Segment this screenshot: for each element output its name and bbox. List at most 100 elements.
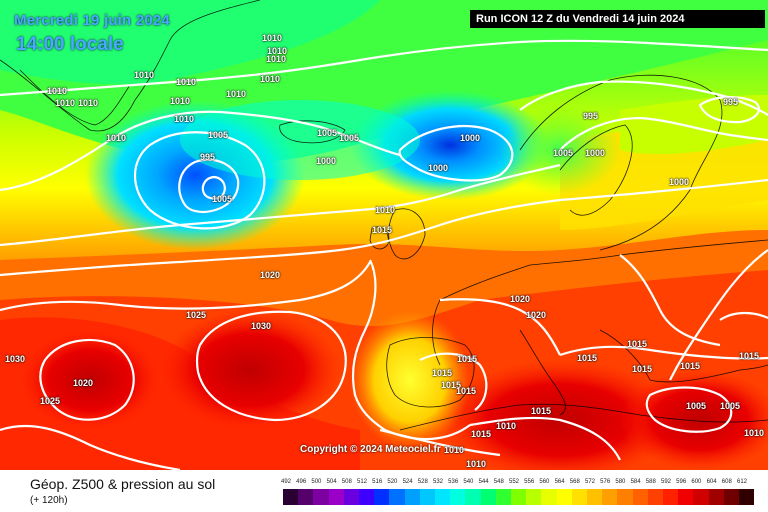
scale-tick-label: 556 bbox=[524, 479, 535, 485]
forecast-date-label: Mercredi 19 juin 2024 bbox=[14, 12, 170, 29]
isobar-pressure-label: 1005 bbox=[339, 133, 360, 143]
scale-color-swatch bbox=[541, 489, 557, 505]
isobar-pressure-label: 1015 bbox=[739, 351, 760, 361]
scale-color-swatch bbox=[343, 489, 359, 505]
isobar-pressure-label: 1000 bbox=[316, 156, 337, 166]
isobar-pressure-label: 1005 bbox=[553, 148, 574, 158]
scale-tick-label: 612 bbox=[736, 479, 747, 485]
isobar-pressure-label: 1015 bbox=[680, 361, 701, 371]
isobar-pressure-label: 1010 bbox=[260, 74, 281, 84]
isobar-pressure-label: 1010 bbox=[266, 54, 287, 64]
isobar-pressure-label: 1015 bbox=[632, 364, 653, 374]
scale-tick-label: 572 bbox=[584, 479, 595, 485]
copyright-label: Copyright © 2024 Meteociel.fr bbox=[300, 444, 441, 455]
isobar-pressure-label: 1010 bbox=[47, 86, 68, 96]
isobar-pressure-label: 1020 bbox=[260, 270, 281, 280]
isobar-pressure-label: 1010 bbox=[444, 445, 465, 455]
scale-tick-label: 596 bbox=[676, 479, 687, 485]
scale-color-swatch bbox=[511, 489, 527, 505]
scale-color-swatch bbox=[480, 489, 496, 505]
isobar-pressure-label: 1010 bbox=[55, 98, 76, 108]
scale-color-swatch bbox=[419, 489, 435, 505]
scale-color-swatch bbox=[328, 489, 344, 505]
isobar-pressure-label: 1015 bbox=[432, 368, 453, 378]
isobar-pressure-label: 1010 bbox=[106, 133, 127, 143]
scale-tick-label: 608 bbox=[721, 479, 732, 485]
isobar-pressure-label: 1015 bbox=[577, 353, 598, 363]
scale-tick-label: 512 bbox=[356, 479, 367, 485]
isobar-pressure-label: 1025 bbox=[40, 396, 61, 406]
scale-color-swatch bbox=[389, 489, 405, 505]
isobar-pressure-label: 1010 bbox=[466, 459, 487, 469]
isobar-pressure-label: 995 bbox=[723, 97, 739, 107]
scale-tick-label: 496 bbox=[296, 479, 307, 485]
isobar-pressure-label: 1010 bbox=[134, 70, 155, 80]
isobar-pressure-label: 1000 bbox=[428, 163, 449, 173]
scale-tick-label: 548 bbox=[493, 479, 504, 485]
isobar-pressure-label: 1020 bbox=[526, 310, 547, 320]
scale-color-swatch bbox=[693, 489, 709, 505]
isobar-pressure-label: 1010 bbox=[78, 98, 99, 108]
isobar-pressure-label: 1025 bbox=[186, 310, 207, 320]
scale-tick-label: 568 bbox=[569, 479, 580, 485]
scale-color-swatch bbox=[663, 489, 679, 505]
legend-panel: Géop. Z500 & pression au sol (+ 120h) 49… bbox=[0, 470, 768, 512]
scale-tick-label: 528 bbox=[417, 479, 428, 485]
scale-color-swatch bbox=[678, 489, 694, 505]
scale-color-swatch bbox=[617, 489, 633, 505]
isobar-pressure-label: 1005 bbox=[212, 194, 233, 204]
scale-color-swatch bbox=[587, 489, 603, 505]
isobar-pressure-label: 995 bbox=[583, 111, 599, 121]
isobar-pressure-label: 1005 bbox=[317, 128, 338, 138]
scale-color-swatch bbox=[602, 489, 618, 505]
isobar-pressure-label: 1005 bbox=[686, 401, 707, 411]
isobar-pressure-label: 1010 bbox=[744, 428, 765, 438]
scale-tick-label: 492 bbox=[280, 479, 291, 485]
scale-color-swatch bbox=[313, 489, 329, 505]
forecast-lead-label: (+ 120h) bbox=[30, 495, 68, 506]
scale-tick-label: 524 bbox=[402, 479, 413, 485]
scale-tick-label: 560 bbox=[539, 479, 550, 485]
scale-color-swatch bbox=[465, 489, 481, 505]
isobar-pressure-label: 1005 bbox=[208, 130, 229, 140]
scale-color-swatch bbox=[708, 489, 724, 505]
scale-tick-label: 504 bbox=[326, 479, 337, 485]
scale-color-swatch bbox=[359, 489, 375, 505]
isobar-pressure-label: 1010 bbox=[176, 77, 197, 87]
scale-color-swatch bbox=[298, 489, 314, 505]
scale-color-swatch bbox=[647, 489, 663, 505]
isobar-pressure-label: 1010 bbox=[496, 421, 517, 431]
isobar-pressure-label: 1000 bbox=[585, 148, 606, 158]
isobar-pressure-label: 1015 bbox=[456, 386, 477, 396]
scale-color-swatch bbox=[495, 489, 511, 505]
geopotential-field bbox=[0, 0, 768, 470]
color-scale: 492 496 500 504 508 512 516 520 524 528 532 536 540 5… bbox=[281, 479, 755, 509]
isobar-pressure-label: 1015 bbox=[372, 225, 393, 235]
model-run-banner: Run ICON 12 Z du Vendredi 14 juin 2024 bbox=[470, 10, 765, 28]
scale-color-swatch bbox=[404, 489, 420, 505]
isobar-pressure-label: 1010 bbox=[226, 89, 247, 99]
scale-tick-label: 588 bbox=[645, 479, 656, 485]
scale-tick-label: 520 bbox=[387, 479, 398, 485]
scale-tick-label: 516 bbox=[372, 479, 383, 485]
scale-color-swatch bbox=[435, 489, 451, 505]
isobar-pressure-label: 1000 bbox=[669, 177, 690, 187]
scale-tick-label: 552 bbox=[508, 479, 519, 485]
isobar-pressure-label: 1015 bbox=[441, 380, 462, 390]
scale-tick-label: 532 bbox=[432, 479, 443, 485]
scale-tick-label: 580 bbox=[615, 479, 626, 485]
scale-tick-label: 600 bbox=[691, 479, 702, 485]
isobar-pressure-label: 1030 bbox=[5, 354, 26, 364]
scale-tick-label: 584 bbox=[630, 479, 641, 485]
scale-color-swatch bbox=[450, 489, 466, 505]
scale-tick-label: 544 bbox=[478, 479, 489, 485]
forecast-time-label: 14:00 locale bbox=[16, 34, 124, 55]
scale-tick-label: 540 bbox=[463, 479, 474, 485]
isobar-pressure-label: 1015 bbox=[457, 354, 478, 364]
scale-tick-label: 564 bbox=[554, 479, 565, 485]
isobar-pressure-label: 1015 bbox=[531, 406, 552, 416]
scale-color-swatch bbox=[374, 489, 390, 505]
scale-color-swatch bbox=[283, 489, 299, 505]
scale-color-swatch bbox=[739, 489, 755, 505]
